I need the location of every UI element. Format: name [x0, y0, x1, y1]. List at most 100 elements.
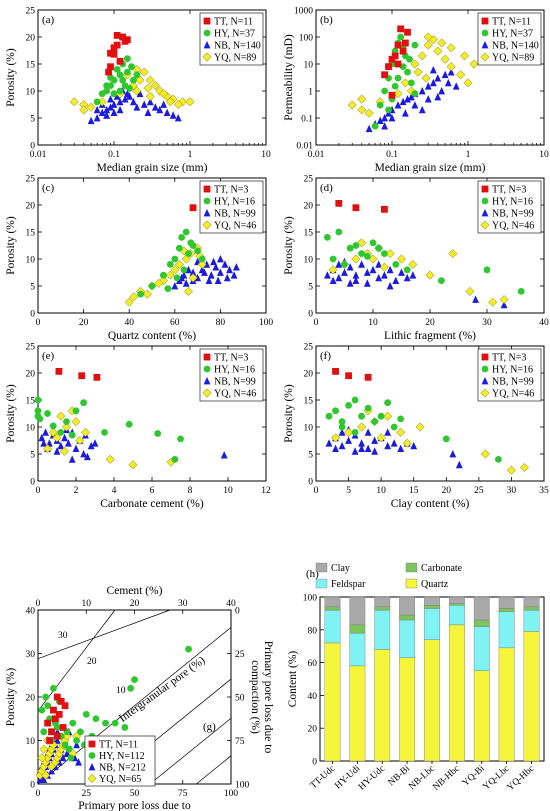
point-nb [220, 451, 228, 459]
point-tt [53, 693, 61, 701]
point-yq [155, 86, 165, 96]
point-hy [173, 274, 181, 282]
point-hy [392, 261, 400, 268]
point-nb [123, 89, 131, 98]
legend-label: YQ, N=46 [492, 221, 534, 232]
point-hy [160, 271, 167, 279]
point-hy [121, 724, 129, 731]
y-tick-label: 10 [26, 256, 36, 266]
bar-feldspar [448, 605, 465, 626]
legend-label: YQ, N=46 [492, 389, 534, 400]
bar-clay [498, 596, 515, 609]
point-nb [212, 263, 220, 271]
point-tt [46, 737, 53, 744]
panel-tag: (g) [203, 721, 216, 733]
point-nb [418, 105, 426, 114]
legend-label: Carbonate [421, 563, 463, 574]
point-tt [401, 39, 409, 47]
plot-frame [315, 345, 545, 482]
point-yq [105, 454, 115, 464]
y-axis-label: Porosity (%) [5, 216, 17, 275]
x-tick-label: 2 [74, 486, 79, 496]
point-nb [87, 116, 95, 125]
point-hy [371, 122, 379, 130]
point-hy [338, 423, 346, 431]
y-tick-label: 80 [308, 626, 318, 636]
point-hy [111, 719, 119, 727]
point-yq [197, 259, 207, 269]
point-yq [400, 78, 410, 88]
bar-quartz [424, 639, 440, 762]
point-yq [188, 273, 198, 283]
bar-carbonate [424, 605, 440, 609]
point-hy [131, 676, 138, 683]
point-nb [472, 295, 479, 303]
legend-label: NB, N=99 [492, 377, 534, 388]
legend-label: HY, N=16 [492, 365, 533, 376]
point-nb [217, 268, 224, 276]
panel-a: 0.01 0.1 1 10 0 5 10 15 20 25 (a) Median grain size… [5, 7, 271, 175]
y-axis-label: Porosity (%) [283, 216, 295, 275]
point-yq [143, 83, 153, 93]
point-yq [499, 294, 509, 305]
point-hy [376, 101, 384, 109]
point-tt [51, 715, 59, 723]
legend-marker-yq [87, 773, 97, 784]
point-nb [438, 87, 446, 95]
x-tick-label: TT-Udc [309, 764, 338, 791]
point-yq [423, 40, 433, 50]
x-axis-label: Clay content (%) [391, 498, 470, 510]
y-tick-label: 0 [30, 781, 35, 791]
x-axis-label: Lithic fragment (%) [384, 330, 476, 342]
point-hy [324, 234, 331, 241]
y-tick-label: 0 [30, 478, 35, 488]
point-yq [357, 422, 367, 432]
y-tick-label: 25 [26, 175, 36, 185]
legend-marker-hy [481, 29, 489, 37]
point-hy [103, 82, 111, 89]
point-yq [60, 446, 70, 456]
x-tick-label: 80 [216, 318, 226, 328]
bar-feldspar [374, 609, 391, 650]
iso-line [196, 755, 232, 785]
legend-label: TT, N=3 [492, 353, 526, 364]
x-top-tick-label: 40 [226, 599, 236, 609]
point-hy [63, 418, 70, 425]
point-hy [164, 285, 172, 293]
point-yq [154, 278, 164, 288]
point-hy [148, 282, 156, 290]
point-hy [61, 741, 69, 749]
bar-quartz [523, 631, 540, 762]
point-yq [448, 249, 458, 259]
point-nb [346, 279, 354, 287]
legend-label: NB, N=99 [492, 209, 534, 220]
point-yq [469, 59, 479, 69]
point-tt [105, 68, 113, 76]
y-axis-label: Permeability (mD) [283, 34, 295, 121]
point-tt [59, 724, 67, 731]
legend-marker-yq [202, 388, 212, 398]
y-tick-label: 0 [308, 310, 313, 320]
point-yq [75, 435, 85, 446]
bar-feldspar [324, 609, 341, 644]
x-axis-label: Median grain size (mm) [97, 162, 208, 174]
point-hy [102, 719, 109, 727]
x-tick-label: 100 [259, 318, 274, 328]
legend-marker-yq [480, 388, 490, 398]
point-nb [232, 263, 240, 271]
x-top-tick-label: 10 [82, 599, 92, 609]
bar-carbonate [498, 608, 515, 612]
point-nb [210, 257, 217, 266]
x-top-axis-label: Cement (%) [107, 585, 163, 597]
point-tt [107, 63, 114, 71]
point-hy [50, 684, 57, 692]
point-hy [44, 410, 51, 417]
point-yq [48, 427, 58, 437]
point-hy [351, 396, 359, 404]
point-tt [48, 728, 55, 736]
point-nb [401, 109, 409, 117]
point-nb [338, 441, 346, 450]
point-yq [383, 411, 393, 421]
point-hy [185, 645, 192, 653]
point-nb [73, 740, 80, 749]
